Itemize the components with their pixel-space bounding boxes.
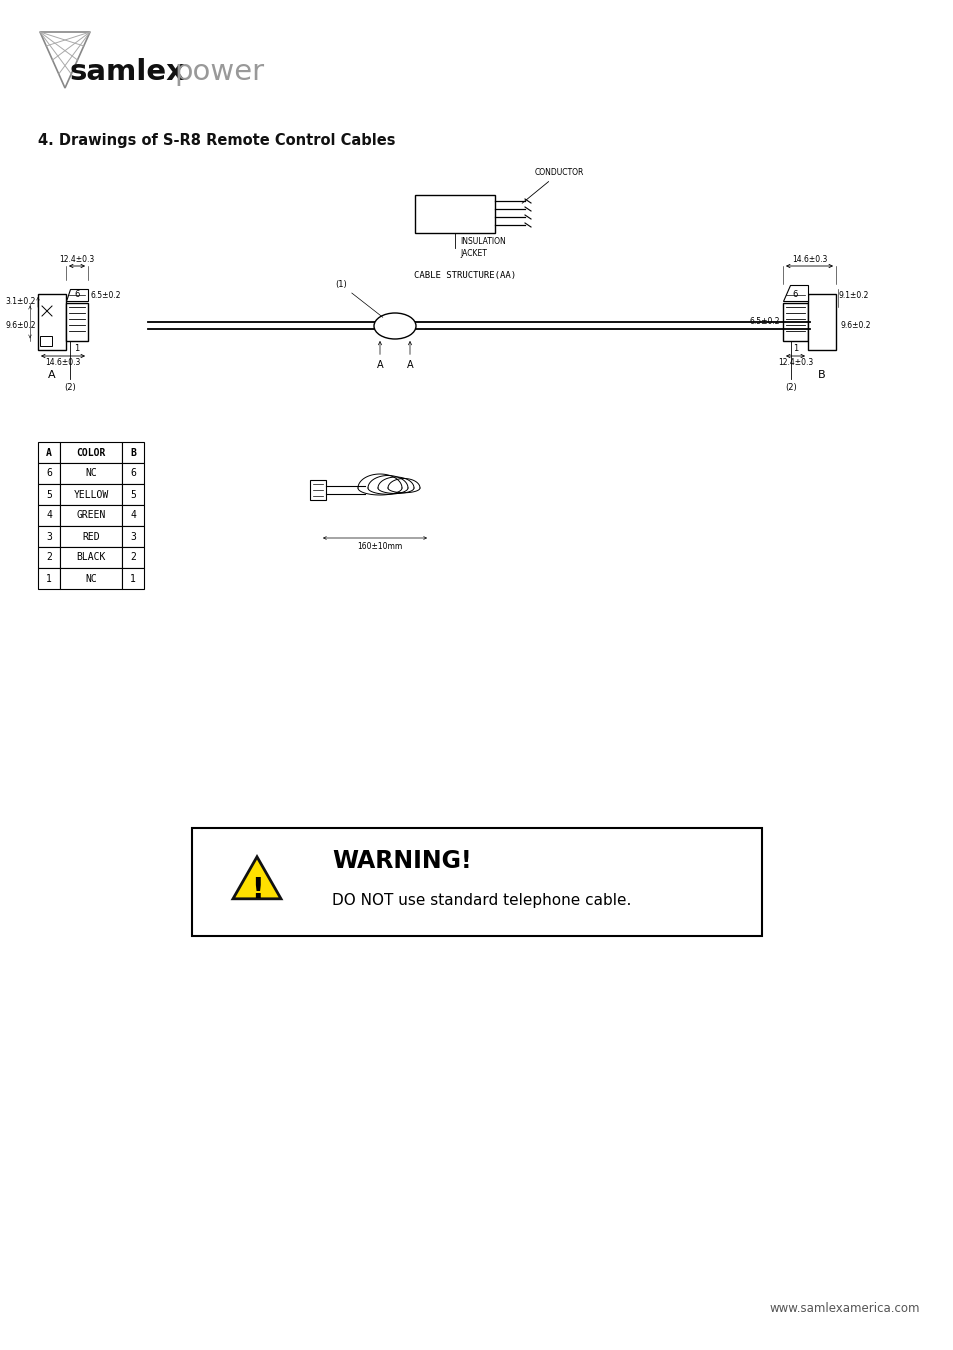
Bar <box>192 828 761 936</box>
Bar <box>122 526 144 547</box>
Bar <box>38 568 60 589</box>
Text: 1: 1 <box>130 574 135 583</box>
Text: 1: 1 <box>792 344 798 352</box>
Bar <box>38 526 60 547</box>
Bar <box>807 294 835 350</box>
Text: 6.5±0.2: 6.5±0.2 <box>749 317 780 327</box>
Text: !: ! <box>251 876 263 904</box>
Text: 9.6±0.2: 9.6±0.2 <box>841 320 871 329</box>
Text: 3: 3 <box>46 532 51 541</box>
Bar <box>122 441 144 463</box>
Text: 6.5±0.2: 6.5±0.2 <box>91 290 121 300</box>
Text: 6: 6 <box>130 468 135 478</box>
Text: GREEN: GREEN <box>76 510 106 521</box>
Text: 6: 6 <box>74 290 80 298</box>
Bar <box>310 481 326 500</box>
Text: A: A <box>376 342 383 370</box>
Text: power: power <box>173 58 264 86</box>
Bar <box>60 505 122 526</box>
Bar <box>38 463 60 485</box>
Bar <box>38 441 60 463</box>
Bar <box>38 505 60 526</box>
Text: 14.6±0.3: 14.6±0.3 <box>45 358 81 367</box>
Bar <box>122 463 144 485</box>
Bar <box>782 302 807 342</box>
Text: B: B <box>818 370 825 379</box>
Polygon shape <box>233 857 281 899</box>
Text: 4: 4 <box>130 510 135 521</box>
Text: (2): (2) <box>784 383 796 392</box>
Text: 2: 2 <box>130 552 135 563</box>
Text: INSULATION: INSULATION <box>459 236 505 246</box>
Text: 12.4±0.3: 12.4±0.3 <box>59 255 94 265</box>
Bar <box>60 463 122 485</box>
Bar <box>38 547 60 568</box>
Text: 3: 3 <box>130 532 135 541</box>
Bar <box>415 194 495 234</box>
Bar <box>122 505 144 526</box>
Bar <box>122 547 144 568</box>
Text: A: A <box>406 342 413 370</box>
Bar <box>60 485 122 505</box>
Text: 6: 6 <box>46 468 51 478</box>
Text: JACKET: JACKET <box>459 248 486 258</box>
Text: 9.6±0.2: 9.6±0.2 <box>6 320 36 329</box>
Text: 3.1±0.2: 3.1±0.2 <box>6 297 36 306</box>
Text: 4: 4 <box>46 510 51 521</box>
Text: A: A <box>49 370 56 379</box>
Text: A: A <box>46 447 51 458</box>
Text: 6: 6 <box>792 290 798 298</box>
Text: (2): (2) <box>64 383 76 392</box>
Text: BLACK: BLACK <box>76 552 106 563</box>
Text: www.samlexamerica.com: www.samlexamerica.com <box>769 1301 919 1315</box>
Bar <box>60 568 122 589</box>
Bar <box>38 294 66 350</box>
Text: 12.4±0.3: 12.4±0.3 <box>777 358 812 367</box>
Ellipse shape <box>374 313 416 339</box>
Bar <box>66 302 88 342</box>
Text: 1: 1 <box>46 574 51 583</box>
Text: 4. Drawings of S-R8 Remote Control Cables: 4. Drawings of S-R8 Remote Control Cable… <box>38 134 395 148</box>
Polygon shape <box>66 289 88 301</box>
Text: 5: 5 <box>130 490 135 500</box>
Text: NC: NC <box>85 468 97 478</box>
Text: 1: 1 <box>74 344 79 352</box>
Text: YELLOW: YELLOW <box>73 490 109 500</box>
Text: 9.1±0.2: 9.1±0.2 <box>838 290 868 300</box>
Bar <box>122 485 144 505</box>
Text: CABLE STRUCTURE(AA): CABLE STRUCTURE(AA) <box>414 271 516 279</box>
Text: 14.6±0.3: 14.6±0.3 <box>791 255 826 265</box>
Text: DO NOT use standard telephone cable.: DO NOT use standard telephone cable. <box>332 892 631 907</box>
Text: B: B <box>130 447 135 458</box>
Text: 2: 2 <box>46 552 51 563</box>
Text: samlex: samlex <box>70 58 186 86</box>
Text: CONDUCTOR: CONDUCTOR <box>521 167 584 204</box>
Polygon shape <box>782 285 807 301</box>
Text: (1): (1) <box>335 279 382 317</box>
Text: NC: NC <box>85 574 97 583</box>
Text: WARNING!: WARNING! <box>332 849 471 873</box>
Text: 5: 5 <box>46 490 51 500</box>
Text: COLOR: COLOR <box>76 447 106 458</box>
Bar <box>122 568 144 589</box>
Bar <box>60 547 122 568</box>
Bar <box>40 336 52 346</box>
Bar <box>60 441 122 463</box>
Bar <box>60 526 122 547</box>
Text: 160±10mm: 160±10mm <box>357 541 402 551</box>
Bar <box>38 485 60 505</box>
Text: RED: RED <box>82 532 100 541</box>
